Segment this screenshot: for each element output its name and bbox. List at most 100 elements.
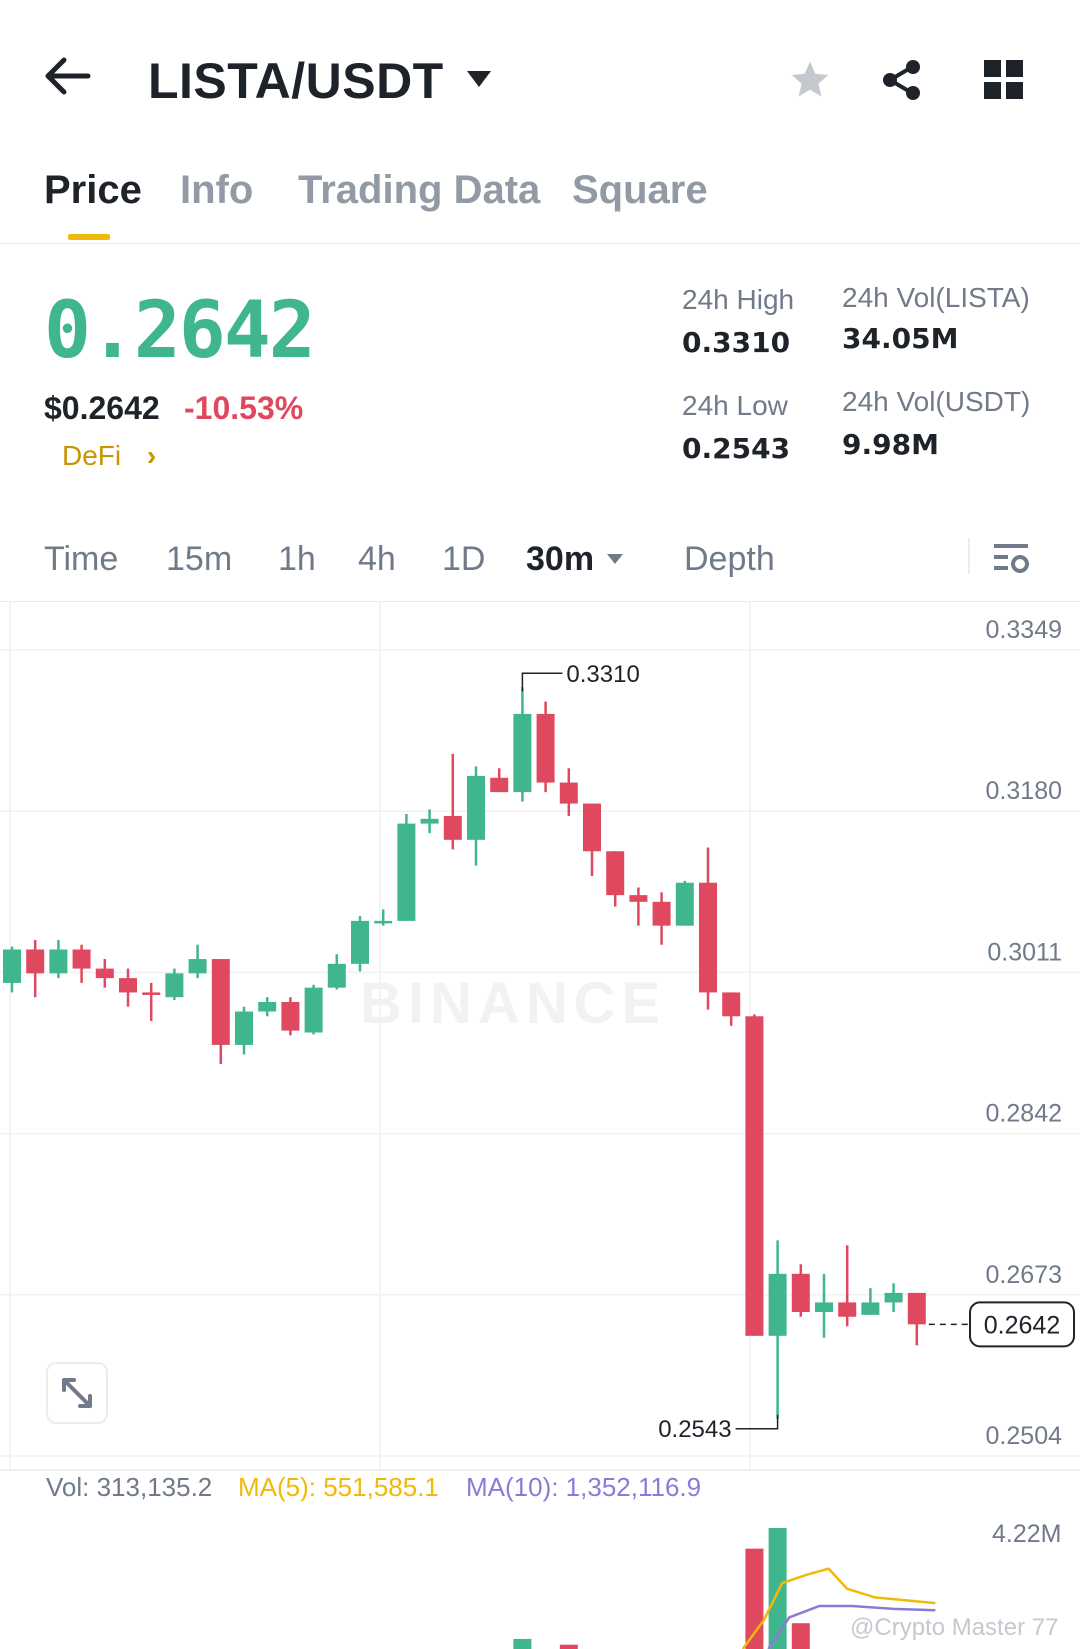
volume-ma10-line <box>767 1604 936 1649</box>
tab-info[interactable]: Info <box>180 168 254 212</box>
interval-dropdown-icon[interactable] <box>606 552 624 570</box>
pair-title[interactable]: LISTA/USDT <box>148 53 444 109</box>
candle-body <box>629 895 648 902</box>
category-tag[interactable]: DeFi › <box>62 440 156 472</box>
volume-ma5-line <box>741 1567 936 1649</box>
candle-body <box>652 901 671 926</box>
candle-body <box>72 949 91 969</box>
y-tick-label: 0.3349 <box>986 616 1062 644</box>
interval-4h[interactable]: 4h <box>358 540 396 578</box>
grid-menu-icon[interactable] <box>984 60 1024 105</box>
tab-square[interactable]: Square <box>572 168 708 212</box>
volume-readout: Vol: 313,135.2 <box>46 1472 213 1502</box>
volume-bar <box>768 1528 787 1649</box>
current-price-tag-box <box>969 1301 1075 1348</box>
candle-body <box>281 1001 300 1031</box>
candle-body <box>165 973 184 998</box>
stat-vol-base-label: 24h Vol(LISTA) <box>842 282 1030 313</box>
candle-body <box>235 1011 253 1045</box>
candle-body <box>374 920 393 924</box>
candle-body <box>675 882 694 926</box>
candle-body <box>536 713 555 783</box>
share-icon[interactable] <box>880 58 924 107</box>
change-percent: -10.53% <box>184 390 304 426</box>
candle-body <box>49 949 68 974</box>
current-price-tag: 0.2642 <box>984 1311 1060 1339</box>
favorite-star-icon[interactable] <box>788 58 832 107</box>
stat-low-label: 24h Low <box>682 390 788 421</box>
candle-body <box>815 1302 833 1312</box>
candle-body <box>327 963 346 988</box>
interval-30m[interactable]: 30m <box>526 540 595 578</box>
candle-body <box>258 1001 277 1012</box>
candle-body <box>490 777 509 793</box>
section-tabs: Price Info Trading Data Square <box>0 160 1080 244</box>
interval-depth[interactable]: Depth <box>684 540 775 578</box>
stat-vol-base-value: 34.05M <box>842 322 959 355</box>
low-marker-line <box>735 1414 779 1430</box>
interval-bar: Time 15m 1h 4h 1D 30m Depth <box>0 520 1080 602</box>
candle-body <box>791 1273 810 1312</box>
binance-watermark: BINANCE <box>360 971 667 1036</box>
high-marker-line <box>521 672 563 692</box>
stat-vol-quote-value: 9.98M <box>842 428 939 461</box>
candle-body <box>768 1273 787 1336</box>
candle-body <box>351 920 369 964</box>
interval-1d[interactable]: 1D <box>442 540 486 578</box>
volume-axis-max: 4.22M <box>992 1520 1062 1548</box>
candle-body <box>699 882 717 993</box>
author-credit: @Crypto Master 77 <box>850 1614 1059 1641</box>
tab-trading-data[interactable]: Trading Data <box>298 168 541 212</box>
ma5-readout: MA(5): 551,585.1 <box>238 1472 439 1502</box>
expand-icon <box>62 1378 92 1408</box>
stat-vol-quote-label: 24h Vol(USDT) <box>842 386 1031 417</box>
tab-price[interactable]: Price <box>44 168 142 212</box>
interval-15m[interactable]: 15m <box>166 540 233 578</box>
chart-settings-icon[interactable] <box>992 538 1032 583</box>
interval-time[interactable]: Time <box>44 540 119 578</box>
high-marker-label: 0.3310 <box>566 661 639 688</box>
candle-body <box>559 782 578 804</box>
volume-bar <box>791 1623 810 1649</box>
stat-low-value: 0.2543 <box>682 432 791 465</box>
candle-body <box>861 1302 880 1315</box>
chevron-right-icon: › <box>146 440 157 471</box>
y-tick-label: 0.2504 <box>986 1422 1063 1450</box>
usd-price: $0.2642 <box>44 390 160 426</box>
pair-dropdown-icon[interactable] <box>466 70 492 93</box>
expand-chart-button[interactable] <box>46 1362 108 1424</box>
volume-bar <box>559 1644 578 1649</box>
stat-high-value: 0.3310 <box>682 326 791 359</box>
active-tab-indicator <box>68 234 110 240</box>
stat-high-label: 24h High <box>682 284 795 315</box>
ma10-readout: MA(10): 1,352,116.9 <box>466 1472 702 1502</box>
candle-body <box>606 851 625 896</box>
candle-body <box>884 1292 903 1303</box>
candle-body <box>907 1292 926 1325</box>
candle-body <box>583 803 601 852</box>
last-price: 0.2642 <box>44 286 316 376</box>
candle-body <box>188 959 207 974</box>
candle-body <box>838 1302 857 1317</box>
candle-body <box>26 949 45 974</box>
y-tick-label: 0.3180 <box>986 777 1062 805</box>
candle-body <box>3 949 21 983</box>
divider <box>968 538 970 574</box>
candle-body <box>420 818 439 824</box>
candle-body <box>397 823 416 921</box>
back-arrow-icon[interactable] <box>44 56 104 106</box>
interval-1h[interactable]: 1h <box>278 540 316 578</box>
candle-body <box>119 978 137 993</box>
category-label: DeFi <box>62 440 122 471</box>
volume-bar <box>745 1548 764 1649</box>
candle-body <box>467 775 485 840</box>
candle-body <box>513 713 532 793</box>
candle-body <box>443 815 462 840</box>
volume-bar <box>513 1638 532 1649</box>
candle-body <box>142 992 161 995</box>
low-marker-label: 0.2543 <box>658 1416 731 1443</box>
y-tick-label: 0.2842 <box>986 1100 1062 1128</box>
candle-body <box>211 959 230 1045</box>
candle-body <box>722 992 741 1017</box>
